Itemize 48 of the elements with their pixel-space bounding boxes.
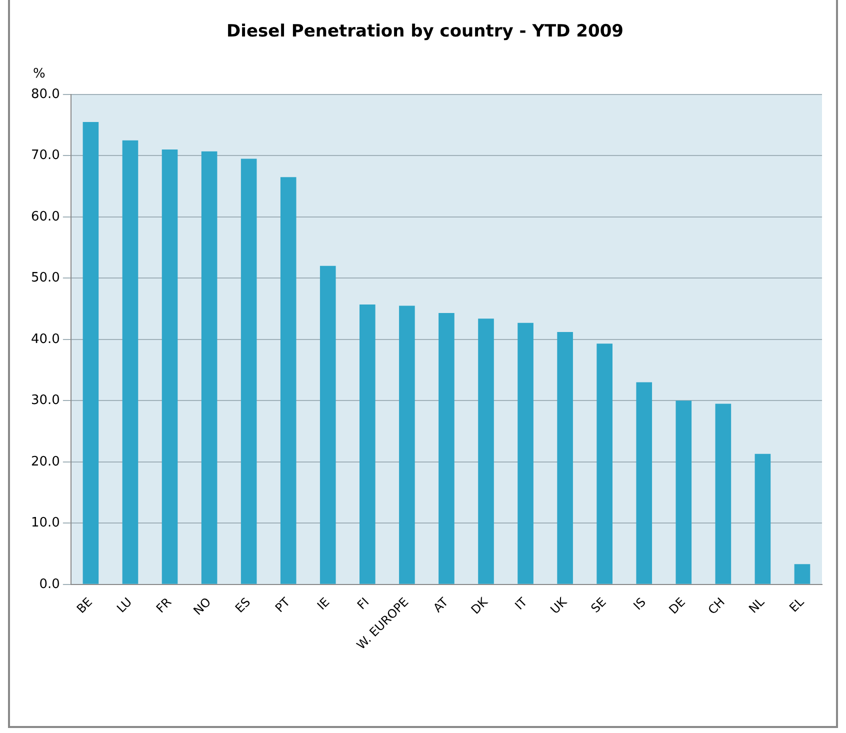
x-tick-label: ES (232, 594, 254, 616)
x-tick-label: NO (190, 594, 214, 618)
y-tick-label: 10.0 (30, 516, 60, 531)
bar (320, 266, 336, 584)
x-tick-label: EL (786, 594, 807, 615)
bar (280, 177, 296, 584)
x-tick-label: CH (705, 594, 728, 618)
y-tick-label: 40.0 (30, 332, 60, 347)
bar (240, 158, 257, 584)
bar (596, 344, 612, 584)
bar (201, 151, 218, 584)
x-tick-label: UK (548, 594, 570, 617)
bar (557, 332, 573, 584)
bar (794, 564, 810, 584)
bar (122, 140, 138, 584)
y-tick-label: 70.0 (30, 148, 60, 164)
y-tick-label: 20.0 (30, 454, 60, 470)
x-tick-label: IT (512, 594, 530, 612)
bar (399, 306, 415, 584)
x-tick-label: NL (746, 594, 768, 616)
x-tick-label: FR (153, 594, 174, 616)
x-tick-label: LU (114, 594, 135, 616)
y-tick-label: 0.0 (39, 576, 60, 592)
chart-title: Diesel Penetration by country - YTD 2009 (226, 22, 624, 42)
x-tick-label: BE (74, 594, 96, 616)
x-tick-label: SE (588, 594, 609, 616)
y-tick-label: 50.0 (30, 270, 60, 286)
bar (478, 318, 494, 584)
bar (438, 313, 454, 584)
x-tick-label: DE (666, 594, 688, 617)
x-tick-label: AT (430, 594, 452, 616)
bar (518, 322, 534, 584)
bar (360, 304, 376, 584)
x-tick-label: PT (272, 594, 294, 616)
bar (82, 122, 99, 584)
x-tick-label: IS (630, 594, 648, 613)
y-tick-label: 80.0 (30, 86, 60, 102)
y-tick-label: 30.0 (30, 393, 60, 408)
y-axis-title: % (33, 66, 46, 82)
bar (636, 382, 652, 584)
x-tick-label: IE (314, 594, 332, 613)
x-tick-label: FI (354, 594, 372, 612)
bar (715, 404, 732, 584)
bar (754, 454, 771, 584)
bar (676, 400, 692, 584)
y-tick-label: 60.0 (30, 209, 60, 224)
bar (162, 150, 178, 584)
x-tick-label: DK (468, 594, 492, 617)
